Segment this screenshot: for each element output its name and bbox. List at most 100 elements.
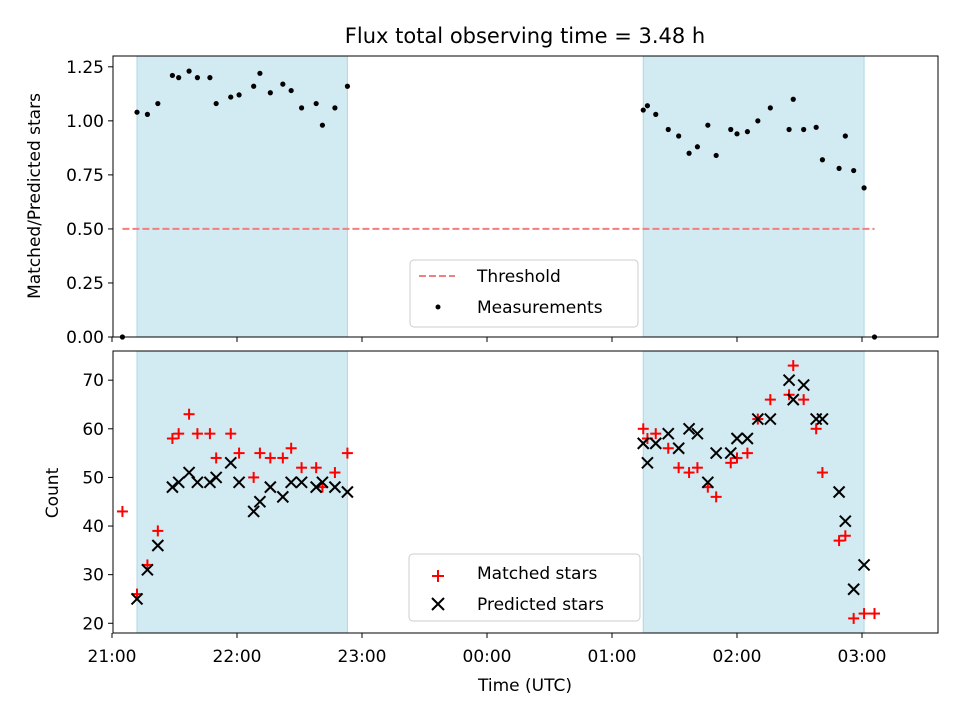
predicted-star-point — [641, 456, 654, 470]
top-legend: Threshold Measurements — [409, 259, 639, 328]
matched-star-point — [731, 452, 743, 464]
predicted-star-point — [724, 446, 737, 460]
matched-star-point — [191, 428, 203, 440]
observing-window-band — [642, 350, 865, 634]
measurement-point — [786, 126, 792, 133]
y-tick-label: 40 — [82, 517, 104, 537]
matched-star-point — [329, 467, 341, 479]
matched-star-point — [310, 462, 322, 474]
matched-star-point — [839, 530, 851, 542]
top-panel: 0.00 0.25 0.50 0.75 1.00 1.25 Flux total obse… — [25, 24, 939, 348]
measurement-point — [842, 133, 848, 139]
predicted-star-point — [141, 563, 154, 577]
predicted-star-point — [247, 505, 260, 518]
measurement-point — [213, 100, 219, 107]
measurement-point — [313, 100, 319, 107]
predicted-star-point — [662, 427, 675, 440]
bottom-legend: Matched stars Predicted stars — [408, 553, 641, 622]
matched-star-point — [233, 447, 245, 459]
y-tick-label: 50 — [82, 468, 104, 488]
legend-measurements-swatch — [435, 304, 441, 310]
y-tick-label: 20 — [82, 614, 104, 634]
legend-measurements-label: Measurements — [477, 298, 603, 318]
predicted-star-point — [730, 432, 744, 445]
legend-threshold-label: Threshold — [476, 267, 561, 287]
measurement-point — [644, 103, 651, 109]
x-axis-label: Time (UTC) — [477, 676, 572, 696]
matched-star-point — [183, 408, 195, 420]
predicted-star-point — [682, 422, 696, 436]
predicted-star-point — [130, 592, 144, 606]
predicted-star-point — [839, 514, 852, 528]
y-tick-label: 30 — [82, 566, 104, 586]
x-tick-label: 23:00 — [338, 647, 387, 667]
matched-star-point — [285, 442, 297, 454]
y-tick-label: 70 — [82, 371, 104, 391]
matched-star-point — [833, 535, 845, 547]
predicted-star-point — [709, 446, 723, 460]
matched-star-point — [296, 462, 308, 474]
predicted-star-point — [741, 432, 754, 445]
predicted-star-point — [649, 437, 662, 450]
measurement-point — [676, 133, 682, 139]
top-y-ticks: 0.00 0.25 0.50 0.75 1.00 1.25 — [66, 58, 113, 348]
y-tick-label: 1.25 — [66, 58, 104, 78]
measurement-point — [319, 122, 326, 128]
x-tick-label: 22:00 — [213, 647, 262, 667]
matched-star-point — [787, 360, 799, 372]
top-shaded-regions — [136, 55, 865, 338]
matched-star-point — [341, 447, 353, 459]
matched-star-point — [741, 447, 753, 459]
y-tick-label: 0.00 — [66, 328, 104, 348]
bottom-y-axis-label: Count — [43, 467, 63, 518]
x-tick-label: 03:00 — [838, 647, 887, 667]
matched-star-point — [725, 457, 737, 469]
predicted-star-point — [316, 476, 329, 489]
measurement-point — [298, 105, 305, 111]
matched-star-point — [798, 394, 810, 406]
matched-star-point — [816, 467, 828, 479]
measurement-point — [169, 72, 176, 79]
measurement-points — [119, 68, 878, 340]
bottom-panel: 20 30 40 50 60 70 21:00 22:00 23:00 00:00 01:00 02… — [43, 350, 939, 696]
predicted-star-point — [191, 476, 204, 489]
measurement-point — [851, 167, 857, 174]
matched-star-point — [152, 525, 164, 537]
matched-star-point — [225, 428, 237, 440]
predicted-star-point — [264, 480, 277, 494]
observing-window-band — [136, 55, 348, 338]
measurement-point — [713, 152, 719, 159]
predicted-star-point — [764, 412, 777, 426]
predicted-star-point — [691, 427, 704, 440]
predicted-star-point — [672, 442, 685, 455]
x-tick-label: 00:00 — [463, 647, 512, 667]
bottom-x-ticks: 21:00 22:00 23:00 00:00 01:00 02:00 03:00 — [88, 633, 887, 667]
predicted-star-point — [797, 378, 810, 392]
predicted-star-point — [751, 412, 765, 426]
predicted-star-point — [847, 583, 860, 596]
star-count-points — [116, 360, 880, 624]
legend-predicted-swatch — [431, 597, 445, 611]
legend-predicted-label: Predicted stars — [477, 595, 604, 615]
measurement-point — [267, 90, 273, 96]
matched-star-point — [869, 608, 880, 620]
matched-star-point — [683, 467, 695, 479]
matched-star-point — [254, 447, 266, 459]
predicted-star-point — [253, 495, 267, 508]
matched-star-point — [691, 462, 703, 474]
measurement-point — [694, 144, 701, 150]
measurement-point — [155, 100, 161, 107]
measurement-point — [819, 157, 826, 163]
measurement-point — [640, 107, 646, 113]
predicted-star-point — [816, 412, 829, 426]
y-tick-label: 1.00 — [66, 112, 104, 132]
matched-star-point — [166, 433, 178, 445]
measurement-point — [705, 122, 711, 128]
measurement-point — [344, 83, 351, 89]
top-axes-frame — [112, 55, 939, 338]
matched-star-point — [673, 462, 685, 474]
matched-star-point — [710, 491, 722, 503]
measurement-point — [186, 68, 192, 74]
measurement-point — [686, 150, 692, 156]
